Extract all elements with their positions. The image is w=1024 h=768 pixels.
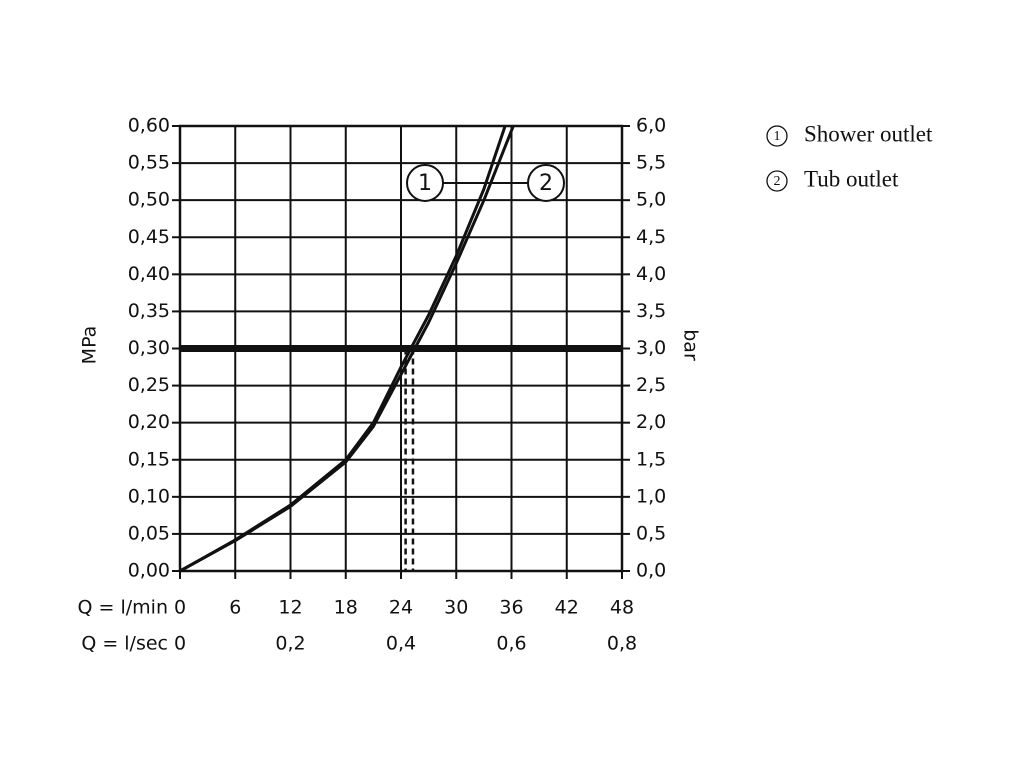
y-tick-label: 0,60 bbox=[128, 115, 170, 137]
x-tick-label: 48 bbox=[610, 597, 634, 619]
y2-tick-label: 5,0 bbox=[636, 189, 666, 211]
x2-tick-label: 0,4 bbox=[386, 633, 416, 655]
y-tick-label: 0,55 bbox=[128, 152, 170, 174]
y2-tick-label: 4,5 bbox=[636, 226, 666, 248]
y2-tick-label: 6,0 bbox=[636, 115, 666, 137]
y-tick-label: 0,30 bbox=[128, 337, 170, 359]
legend-circle bbox=[766, 125, 788, 147]
x-tick-label: 30 bbox=[444, 597, 468, 619]
y2-tick-label: 4,0 bbox=[636, 263, 666, 285]
x-tick-label: 24 bbox=[389, 597, 413, 619]
y-tick-label: 0,20 bbox=[128, 411, 170, 433]
y2-tick-label: 2,5 bbox=[636, 374, 666, 396]
y2-tick-label: 5,5 bbox=[636, 152, 666, 174]
callout-circle bbox=[406, 164, 444, 202]
y2-tick-label: 0,5 bbox=[636, 522, 666, 544]
x2-tick-label: 0,2 bbox=[275, 633, 305, 655]
legend-number: 2 bbox=[774, 174, 781, 189]
y-tick-label: 0,15 bbox=[128, 448, 170, 470]
y2-tick-label: 1,0 bbox=[636, 485, 666, 507]
y2-tick-label: 3,5 bbox=[636, 300, 666, 322]
x-axis-label: Q = l/min bbox=[78, 597, 168, 619]
x-tick-label: 0 bbox=[174, 597, 186, 619]
x2-tick-label: 0,8 bbox=[607, 633, 637, 655]
y2-tick-label: 0,0 bbox=[636, 560, 666, 582]
legend-number: 1 bbox=[774, 129, 781, 144]
y2-axis-label: bar bbox=[680, 329, 702, 361]
y-axis-label: MPa bbox=[79, 326, 101, 365]
y-tick-label: 0,35 bbox=[128, 300, 170, 322]
x-tick-label: 42 bbox=[555, 597, 579, 619]
callout-circle bbox=[527, 164, 565, 202]
legend-circle bbox=[766, 170, 788, 192]
y2-tick-label: 1,5 bbox=[636, 448, 666, 470]
y-tick-label: 0,40 bbox=[128, 263, 170, 285]
callout-label: 2 bbox=[539, 171, 553, 196]
y-tick-label: 0,10 bbox=[128, 485, 170, 507]
y-tick-label: 0,50 bbox=[128, 189, 170, 211]
x-tick-label: 12 bbox=[278, 597, 302, 619]
x2-axis-label: Q = l/sec bbox=[81, 633, 168, 655]
x2-tick-label: 0,6 bbox=[496, 633, 526, 655]
x-tick-label: 36 bbox=[499, 597, 523, 619]
legend-label: Shower outlet bbox=[804, 121, 933, 146]
x2-tick-label: 0 bbox=[174, 633, 186, 655]
y-tick-label: 0,00 bbox=[128, 560, 170, 582]
x-tick-label: 6 bbox=[229, 597, 241, 619]
y-tick-label: 0,05 bbox=[128, 522, 170, 544]
series-line bbox=[179, 125, 515, 573]
y-tick-label: 0,25 bbox=[128, 374, 170, 396]
callout-label: 1 bbox=[418, 171, 432, 196]
legend-label: Tub outlet bbox=[804, 166, 899, 191]
y2-tick-label: 3,0 bbox=[636, 337, 666, 359]
y2-tick-label: 2,0 bbox=[636, 411, 666, 433]
x-tick-label: 18 bbox=[334, 597, 358, 619]
y-tick-label: 0,45 bbox=[128, 226, 170, 248]
